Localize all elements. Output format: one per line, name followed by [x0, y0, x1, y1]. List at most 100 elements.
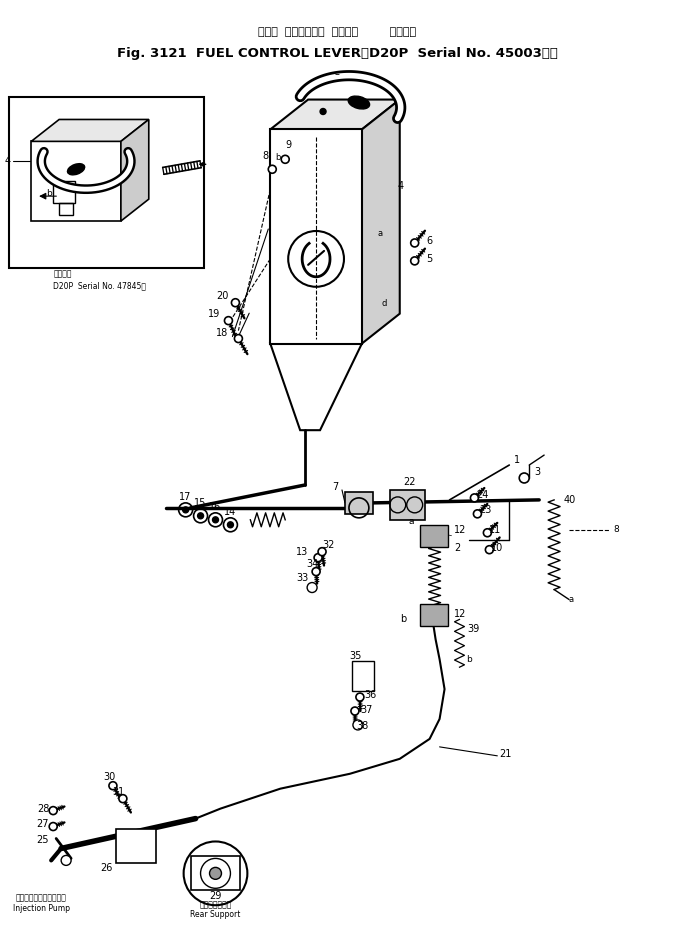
Polygon shape [31, 120, 149, 141]
Ellipse shape [67, 163, 85, 175]
Circle shape [410, 239, 419, 247]
Text: 14: 14 [224, 507, 237, 517]
Text: 34: 34 [306, 559, 318, 568]
Text: 2: 2 [454, 543, 461, 552]
Bar [59, 203, 73, 215]
Bar [191, 856, 241, 890]
Text: 22: 22 [404, 477, 416, 487]
Text: b: b [400, 614, 406, 624]
Text: a: a [409, 517, 415, 527]
Text: 4: 4 [398, 181, 404, 191]
Bar [9, 97, 204, 268]
Circle shape [61, 855, 71, 865]
Text: 3: 3 [534, 467, 541, 477]
Circle shape [320, 108, 326, 115]
Text: Rear Support: Rear Support [190, 910, 241, 919]
Text: Injection Pump: Injection Pump [13, 903, 69, 913]
Text: a: a [568, 595, 574, 604]
Text: b: b [466, 655, 472, 663]
Bar [390, 490, 425, 520]
Circle shape [109, 782, 117, 790]
Circle shape [307, 583, 317, 592]
Circle shape [235, 335, 243, 343]
Text: 12: 12 [454, 609, 466, 620]
Circle shape [49, 823, 57, 830]
Bar [116, 828, 156, 864]
Text: Fig. 3121  FUEL CONTROL LEVER（D20P  Serial No. 45003～）: Fig. 3121 FUEL CONTROL LEVER（D20P Serial… [117, 47, 557, 60]
Text: 39: 39 [468, 624, 480, 634]
Circle shape [210, 867, 222, 880]
Text: d: d [381, 299, 386, 308]
Text: 8: 8 [614, 525, 619, 534]
Circle shape [318, 548, 326, 556]
Circle shape [470, 493, 479, 502]
Text: 21: 21 [499, 749, 512, 759]
Bar [420, 605, 448, 626]
Text: 4: 4 [4, 157, 11, 166]
Text: 1: 1 [514, 456, 520, 465]
Polygon shape [270, 344, 362, 430]
Circle shape [351, 707, 359, 715]
Text: 9: 9 [285, 140, 291, 150]
Circle shape [485, 546, 493, 553]
Bar [420, 525, 448, 547]
Circle shape [224, 317, 233, 325]
Circle shape [49, 807, 57, 814]
Text: 26: 26 [100, 864, 112, 873]
Text: 8: 8 [262, 151, 268, 161]
Text: 37: 37 [360, 705, 372, 715]
Text: 7: 7 [332, 482, 338, 492]
Circle shape [212, 517, 218, 523]
Text: 5: 5 [427, 254, 433, 264]
Text: D20P  Serial No. 47845～: D20P Serial No. 47845～ [53, 281, 146, 290]
Circle shape [473, 510, 481, 518]
Text: 25: 25 [36, 835, 49, 846]
Text: 28: 28 [37, 804, 49, 813]
Polygon shape [121, 120, 149, 221]
Text: –: – [334, 68, 340, 79]
Text: 18: 18 [216, 327, 228, 338]
Text: 35: 35 [350, 651, 362, 661]
Text: 29: 29 [210, 891, 222, 902]
Circle shape [410, 257, 419, 265]
Text: 32: 32 [322, 540, 334, 549]
Text: 適用号機: 適用号機 [53, 270, 71, 278]
Text: b: b [276, 153, 281, 162]
Ellipse shape [348, 96, 369, 109]
Bar [345, 492, 373, 513]
Text: a: a [377, 230, 382, 238]
Circle shape [281, 156, 289, 163]
Polygon shape [270, 100, 400, 344]
Text: 19: 19 [208, 308, 220, 319]
Circle shape [356, 693, 364, 701]
Text: 11: 11 [489, 525, 501, 535]
Text: 24: 24 [477, 490, 489, 500]
Circle shape [231, 299, 239, 307]
Text: リヤーサポート: リヤーサポート [200, 901, 232, 910]
Text: 13: 13 [296, 547, 308, 557]
Text: 17: 17 [179, 492, 192, 502]
Text: b: b [47, 189, 52, 197]
Text: 33: 33 [296, 572, 308, 583]
Polygon shape [270, 129, 362, 344]
Text: 16: 16 [210, 502, 222, 512]
Circle shape [483, 529, 491, 537]
Text: 10: 10 [491, 543, 503, 552]
Bar [352, 661, 374, 691]
Circle shape [268, 165, 276, 174]
Polygon shape [31, 141, 121, 221]
Polygon shape [362, 100, 400, 344]
Text: 15: 15 [194, 498, 207, 508]
Circle shape [353, 720, 363, 730]
Text: 20: 20 [216, 290, 228, 301]
Circle shape [197, 512, 204, 519]
Text: 36: 36 [364, 690, 376, 700]
Text: フェル  コントロール  レバー（         適用号機: フェル コントロール レバー（ 適用号機 [258, 27, 416, 37]
Text: 27: 27 [36, 819, 49, 828]
Circle shape [119, 794, 127, 803]
Circle shape [227, 522, 233, 528]
Text: インジェクションポンプ: インジェクションポンプ [16, 894, 67, 902]
Circle shape [312, 568, 320, 576]
Circle shape [314, 553, 322, 562]
Text: 40: 40 [564, 494, 576, 505]
